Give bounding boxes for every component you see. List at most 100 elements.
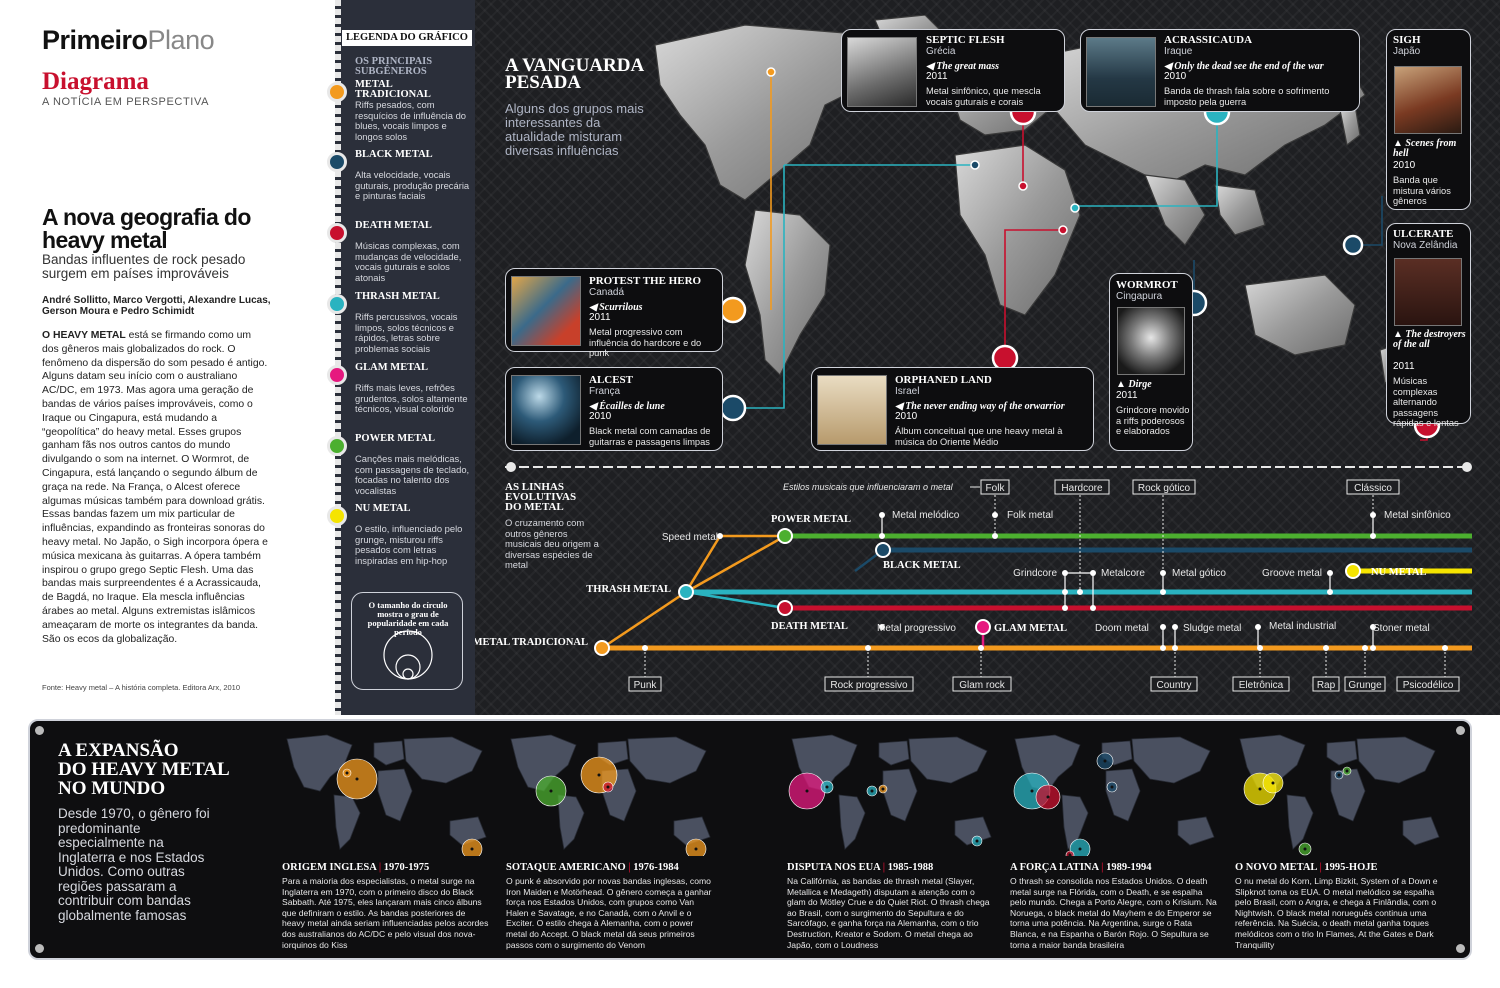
branch-nu-metal: NU METAL <box>1371 567 1427 578</box>
bolt-icon <box>1456 944 1465 953</box>
band-card-septic-flesh: SEPTIC FLESH Grécia ◀ The great mass 201… <box>841 29 1065 112</box>
band-name: ALCEST <box>589 374 634 386</box>
vanguard-title: A VANGUARDA PESADA <box>505 55 645 93</box>
svg-text:Doom metal: Doom metal <box>1095 623 1149 634</box>
band-country: Nova Zelândia <box>1393 240 1458 251</box>
genre-color-dot <box>327 506 347 526</box>
timeline-title: AS LINHAS EVOLUTIVAS DO METAL <box>505 481 577 513</box>
album-title: ▲ The destroyers of the all <box>1393 329 1466 350</box>
article-headline: A nova geografia do heavy metal <box>42 204 251 253</box>
influence-rap: Rap <box>1317 680 1336 691</box>
band-country: França <box>589 386 621 397</box>
svg-text:Grindcore: Grindcore <box>1013 568 1057 579</box>
genre-name: THRASH METAL <box>355 291 440 302</box>
era-text: Para a maioria dos especialistas, o meta… <box>282 876 489 950</box>
svg-text:Metal gótico: Metal gótico <box>1172 568 1226 579</box>
band-description: Músicas complexas alternando passagens r… <box>1393 376 1459 428</box>
mini-world-map <box>1013 734 1215 856</box>
influence-eletronica: Eletrônica <box>1239 680 1284 691</box>
band-country: Japão <box>1393 46 1421 57</box>
band-card-sigh: SIGH Japão ▲ Scenes from hell 2010 Banda… <box>1386 29 1471 210</box>
band-description: Metal sinfônico, que mescla vocais gutur… <box>926 86 1041 107</box>
album-year: 2011 <box>589 312 611 323</box>
expansion-era: DISPUTA NOS EUA | 1985-1988 Na Califórnia… <box>787 731 997 956</box>
album-year: 2011 <box>926 71 948 82</box>
bolt-icon <box>35 944 44 953</box>
album-cover <box>511 276 581 346</box>
genre-name: GLAM METAL <box>355 362 429 373</box>
svg-text:Sludge metal: Sludge metal <box>1183 623 1241 634</box>
article-body: O HEAVY METAL está se firmando como um d… <box>42 330 268 645</box>
era-text: O nu metal do Korn, Limp Bizkit, System … <box>1235 876 1438 950</box>
genre-description: Músicas complexas, com mudanças de veloc… <box>355 240 462 283</box>
era-title: DISPUTA NOS EUA | 1985-1988 <box>787 862 934 873</box>
band-description: Álbum conceitual que une heavy metal à m… <box>895 426 1063 447</box>
era-title: O NOVO METAL | 1995-HOJE <box>1235 862 1378 873</box>
band-name: ORPHANED LAND <box>895 374 992 386</box>
album-year: 2010 <box>1164 71 1187 82</box>
band-card-ulcerate: ULCERATE Nova Zelândia ▲ The destroyers … <box>1386 223 1471 428</box>
svg-text:Metal melódico: Metal melódico <box>892 510 960 521</box>
band-description: Grindcore movido a riffs poderosos e ela… <box>1116 405 1190 436</box>
expansion-deck: Desde 1970, o gênero foi predominante es… <box>58 806 210 923</box>
album-cover <box>847 37 917 107</box>
album-cover <box>1117 307 1185 375</box>
branch-death-metal: DEATH METAL <box>771 621 848 632</box>
album-title: ▲ Scenes from hell <box>1393 138 1457 159</box>
band-name: WORMROT <box>1116 279 1178 291</box>
band-name: PROTEST THE HERO <box>589 275 702 287</box>
influence-classico: Clássico <box>1354 483 1392 494</box>
svg-text:Folk metal: Folk metal <box>1007 510 1053 521</box>
legend-subtitle: OS PRINCIPAIS SUBGÊNEROS <box>355 56 433 77</box>
band-card-alcest: ALCEST França ◀ Écailles de lune 2010 Bl… <box>505 367 723 451</box>
album-year: 2011 <box>1116 390 1138 401</box>
section-subtitle: A NOTÍCIA EM PERSPECTIVA <box>42 96 210 108</box>
band-description: Metal progressivo com influência do hard… <box>589 327 702 358</box>
album-title: ◀ Scurrilous <box>589 302 643 313</box>
svg-text:Stoner metal: Stoner metal <box>1373 623 1430 634</box>
genre-color-dot <box>327 223 347 243</box>
expansion-era: O NOVO METAL | 1995-HOJE O nu metal do Ko… <box>1235 731 1445 956</box>
influence-country: Country <box>1156 680 1191 691</box>
band-card-acrassicauda: ACRASSICAUDA Iraque ◀ Only the dead see … <box>1080 29 1360 112</box>
album-cover <box>511 375 581 445</box>
influence-rock-gotico: Rock gótico <box>1138 483 1191 494</box>
svg-text:Groove metal: Groove metal <box>1262 568 1322 579</box>
svg-text:Metal sinfônico: Metal sinfônico <box>1384 510 1451 521</box>
legend-title: LEGENDA DO GRÁFICO <box>342 30 472 46</box>
band-description: Black metal com camadas de guitarras e p… <box>589 426 711 447</box>
circle-size-note: O tamanho do círculo mostra o grau de po… <box>351 592 463 690</box>
svg-text:Metal industrial: Metal industrial <box>1269 621 1336 632</box>
band-connector-lines <box>719 67 1441 441</box>
era-text: O thrash se consolida nos Estados Unidos… <box>1010 876 1217 950</box>
band-name: SIGH <box>1393 34 1421 46</box>
band-description: Banda que mistura vários gêneros <box>1393 175 1451 206</box>
chain-decoration <box>335 0 341 715</box>
band-card-orphaned-land: ORPHANED LAND Israel ◀ The never ending … <box>811 367 1094 451</box>
svg-text:Metal progressivo: Metal progressivo <box>877 623 956 634</box>
timeline-deck: O cruzamento com outros gêneros musicais… <box>505 517 599 570</box>
expansion-title: A EXPANSÃO DO HEAVY METAL NO MUNDO <box>58 740 230 799</box>
band-name: ULCERATE <box>1393 228 1454 240</box>
band-description: Banda de thrash fala sobre o sofrimento … <box>1164 86 1330 107</box>
influence-grunge: Grunge <box>1348 680 1382 691</box>
album-cover <box>1394 66 1462 134</box>
branch-black-metal: BLACK METAL <box>883 560 961 571</box>
band-name: SEPTIC FLESH <box>926 34 1005 46</box>
article-byline: André Sollitto, Marco Vergotti, Alexandr… <box>42 295 271 317</box>
bottom-influence-labels: Punk Rock progressivo Glam rock Country … <box>628 676 1460 692</box>
genre-color-dot <box>327 365 347 385</box>
band-country: Canadá <box>589 287 625 298</box>
album-title: ▲ Dirge <box>1116 379 1152 390</box>
genre-color-dot <box>327 82 347 102</box>
album-title: ◀ Écailles de lune <box>589 401 665 412</box>
genre-description: O estilo, influenciado pelo grunge, mist… <box>355 523 463 566</box>
genre-name: BLACK METAL <box>355 149 433 160</box>
chart-legend: LEGENDA DO GRÁFICO OS PRINCIPAIS SUBGÊNE… <box>327 0 475 715</box>
main-infographic: A VANGUARDA PESADA Alguns dos grupos mais… <box>475 0 1500 715</box>
album-title: ◀ Only the dead see the end of the war <box>1164 61 1324 72</box>
genre-description: Alta velocidade, vocais guturais, produç… <box>355 169 470 201</box>
album-cover <box>817 375 887 445</box>
band-country: Iraque <box>1164 46 1193 57</box>
band-name: ACRASSICAUDA <box>1164 34 1253 46</box>
